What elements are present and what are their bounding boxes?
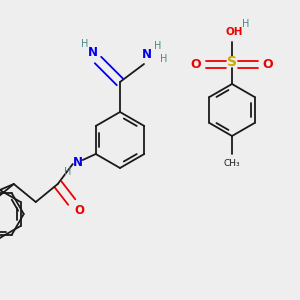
Text: O: O [263, 58, 273, 70]
Text: H: H [81, 39, 89, 49]
Text: H: H [160, 54, 168, 64]
Text: N: N [142, 47, 152, 61]
Text: N: N [73, 155, 83, 169]
Text: O: O [191, 58, 201, 70]
Text: CH₃: CH₃ [224, 160, 240, 169]
Text: OH: OH [225, 27, 243, 37]
Text: H: H [64, 167, 71, 177]
Text: H: H [242, 19, 250, 29]
Text: N: N [88, 46, 98, 59]
Text: H: H [154, 41, 162, 51]
Text: S: S [227, 55, 237, 69]
Text: O: O [75, 203, 85, 217]
